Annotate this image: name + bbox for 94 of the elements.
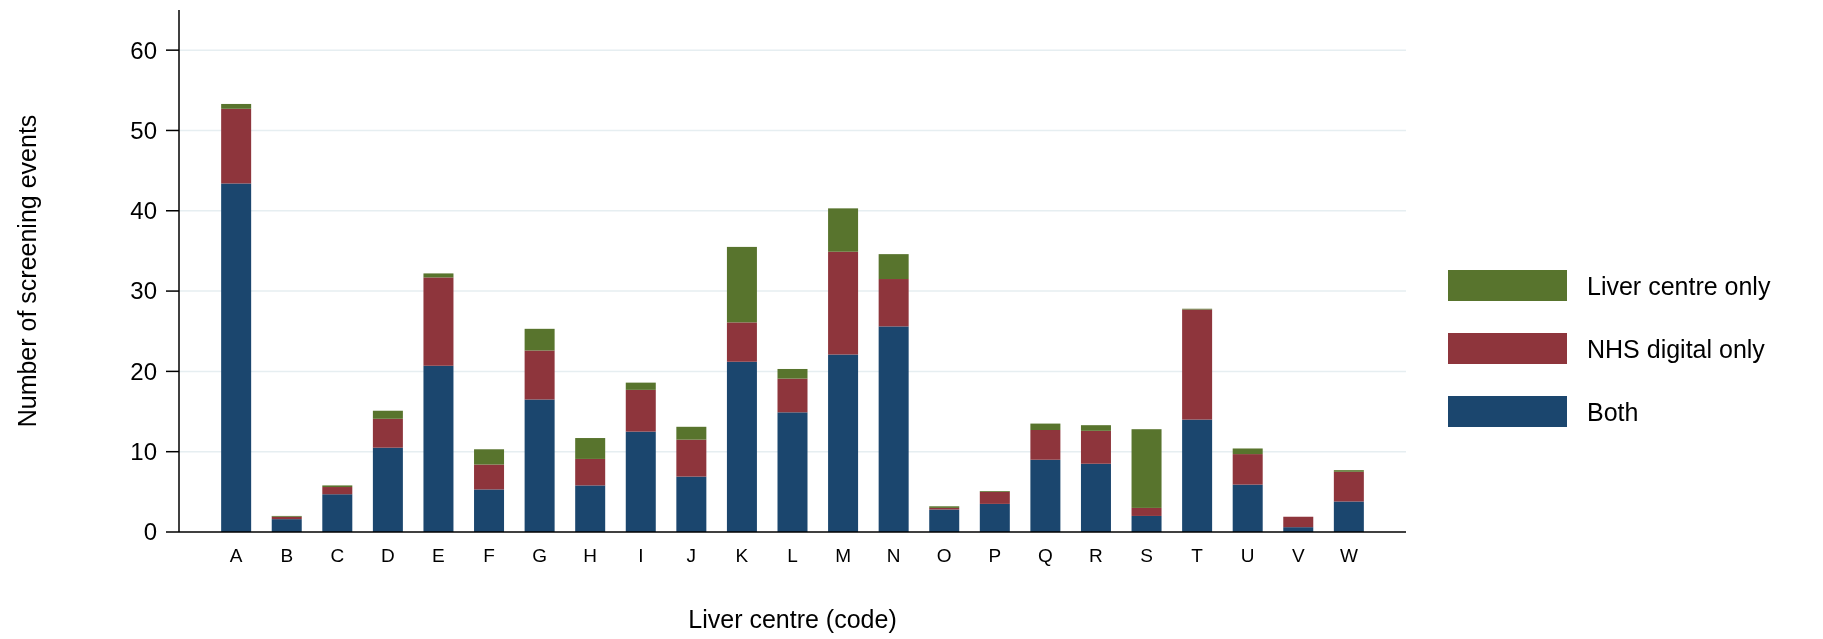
- bar: [979, 491, 1010, 504]
- bar: [777, 368, 808, 379]
- bar: [322, 494, 353, 532]
- bar: [524, 350, 555, 400]
- bar: [423, 277, 454, 366]
- x-tick-label: W: [1339, 545, 1358, 566]
- y-tick-label: 30: [130, 277, 157, 305]
- bar: [474, 464, 505, 490]
- bar: [1131, 429, 1162, 508]
- x-tick-label: I: [638, 545, 644, 566]
- bar: [474, 489, 505, 532]
- x-tick-label: V: [1291, 545, 1305, 566]
- bar: [221, 183, 252, 532]
- x-tick-label: S: [1140, 545, 1153, 566]
- x-tick-label: C: [330, 545, 345, 566]
- bar: [828, 354, 859, 532]
- bar: [1080, 430, 1111, 464]
- bar: [575, 458, 606, 486]
- y-axis-title: Number of screening events: [13, 114, 41, 428]
- bar: [1030, 423, 1061, 431]
- bar: [372, 447, 403, 532]
- bar: [1182, 419, 1213, 532]
- y-tick-label: 20: [130, 357, 157, 385]
- bar: [1232, 448, 1263, 455]
- bar: [1182, 309, 1213, 420]
- bar: [625, 431, 656, 532]
- y-tick-label: 60: [130, 36, 157, 64]
- bar: [979, 503, 1010, 532]
- x-tick-label: H: [583, 545, 598, 566]
- legend-label: Both: [1587, 397, 1639, 426]
- bar: [625, 382, 656, 390]
- bar: [726, 246, 757, 323]
- bar: [221, 103, 252, 109]
- x-tick-label: P: [988, 545, 1002, 566]
- bar: [1131, 507, 1162, 516]
- x-tick-label: J: [686, 545, 697, 566]
- bar: [676, 439, 707, 477]
- x-tick-label: L: [787, 545, 798, 566]
- bar: [423, 365, 454, 532]
- bar: [322, 487, 353, 495]
- bar: [1131, 515, 1162, 532]
- bar: [828, 251, 859, 355]
- bar: [1030, 430, 1061, 460]
- x-tick-label: M: [835, 545, 851, 566]
- x-tick-label: T: [1191, 545, 1204, 566]
- bar: [575, 438, 606, 459]
- x-tick-label: R: [1089, 545, 1103, 566]
- bar: [828, 208, 859, 252]
- bar: [271, 519, 302, 532]
- x-tick-label: D: [381, 545, 395, 566]
- x-tick-label: F: [483, 545, 495, 566]
- bar: [1232, 484, 1263, 532]
- bar: [372, 418, 403, 448]
- legend-label: NHS digital only: [1587, 334, 1766, 363]
- bar: [524, 399, 555, 532]
- bar: [1333, 501, 1364, 532]
- bar: [474, 449, 505, 465]
- bar: [676, 476, 707, 532]
- bar: [221, 108, 252, 184]
- bar: [878, 279, 909, 327]
- bar: [676, 426, 707, 440]
- legend-label: Liver centre only: [1587, 271, 1771, 300]
- bar: [1080, 463, 1111, 532]
- x-axis-title: Liver centre (code): [688, 605, 897, 633]
- bar: [575, 485, 606, 532]
- bar: [777, 412, 808, 532]
- y-tick-label: 10: [130, 438, 157, 466]
- x-tick-label: N: [886, 545, 901, 566]
- x-tick-label: K: [735, 545, 749, 566]
- bar: [777, 378, 808, 413]
- y-tick-label: 40: [130, 197, 157, 225]
- x-tick-label: Q: [1037, 545, 1053, 566]
- bar: [1080, 425, 1111, 431]
- x-tick-label: A: [229, 545, 243, 566]
- bar: [878, 254, 909, 280]
- bar: [929, 509, 960, 532]
- bar: [1030, 459, 1061, 532]
- bar: [524, 328, 555, 351]
- bar: [372, 410, 403, 419]
- x-tick-label: U: [1240, 545, 1255, 566]
- bar: [423, 273, 454, 278]
- x-tick-label: E: [432, 545, 445, 566]
- y-tick-label: 50: [130, 116, 157, 144]
- bar: [878, 326, 909, 532]
- bar: [726, 361, 757, 532]
- bar: [1232, 454, 1263, 485]
- x-tick-label: B: [280, 545, 294, 566]
- bar: [726, 322, 757, 362]
- x-tick-label: G: [532, 545, 548, 566]
- bar: [1333, 471, 1364, 502]
- y-tick-label: 0: [143, 518, 157, 546]
- bar: [625, 389, 656, 432]
- bar: [1283, 516, 1314, 528]
- x-tick-label: O: [936, 545, 952, 566]
